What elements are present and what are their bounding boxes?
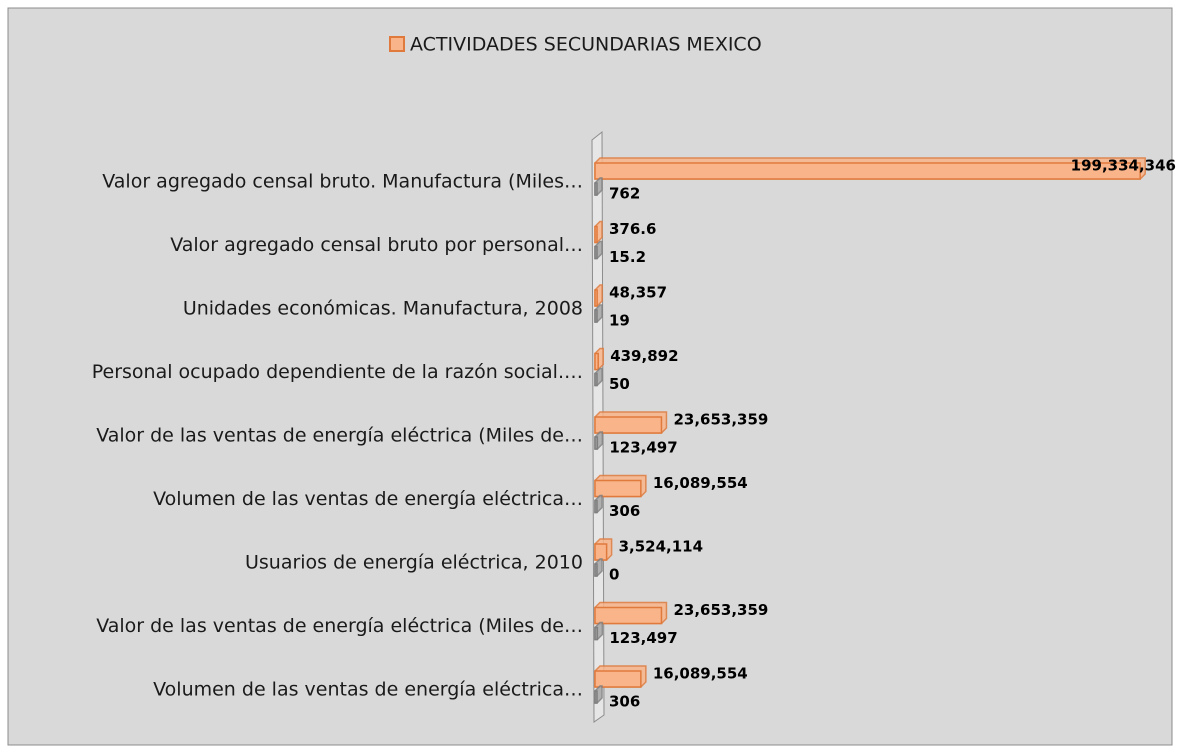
bar: [594, 416, 663, 434]
category-label: Usuarios de energía eléctrica, 2010: [245, 552, 583, 574]
category-label: Valor agregado censal bruto. Manufactura…: [102, 171, 583, 193]
data-label: 23,653,359: [673, 601, 768, 619]
data-label: 16,089,554: [653, 474, 748, 492]
bar: [594, 563, 598, 577]
data-label: 306: [609, 693, 640, 711]
bar: [594, 690, 598, 704]
bar: [594, 436, 599, 450]
bar: [594, 309, 598, 323]
bar: [594, 225, 598, 244]
data-label: 439,892: [610, 347, 678, 365]
data-label: 306: [609, 502, 640, 520]
data-label: 23,653,359: [673, 411, 768, 429]
data-label: 376.6: [609, 220, 656, 238]
category-label: Valor de las ventas de energía eléctrica…: [96, 425, 583, 447]
bar: [594, 182, 598, 196]
bar: [594, 606, 663, 625]
category-label: Unidades económicas. Manufactura, 2008: [183, 298, 583, 320]
data-label: 123,497: [609, 439, 677, 457]
category-label: Personal ocupado dependiente de la razón…: [92, 361, 583, 383]
data-label: 16,089,554: [653, 665, 748, 683]
bar: [594, 372, 598, 387]
data-label: 48,357: [609, 284, 667, 302]
bar: [594, 352, 599, 371]
bar: [594, 499, 598, 514]
legend-label: ACTIVIDADES SECUNDARIAS MEXICO: [410, 34, 762, 56]
bar: [594, 670, 642, 688]
legend-swatch: [389, 36, 405, 52]
bar: [594, 479, 642, 498]
bar: [594, 543, 608, 561]
data-label: 15.2: [609, 248, 646, 266]
data-label: 19: [609, 312, 630, 330]
category-label: Valor agregado censal bruto por personal…: [170, 234, 583, 256]
data-label: 0: [609, 566, 619, 584]
data-label: 123,497: [609, 629, 677, 647]
data-label: 199,334,346: [1071, 157, 1176, 175]
bar: [594, 245, 598, 260]
data-label: 3,524,114: [619, 538, 703, 556]
data-label: 50: [609, 375, 630, 393]
bar: [594, 289, 598, 307]
category-label: Valor de las ventas de energía eléctrica…: [96, 615, 583, 637]
category-label: Volumen de las ventas de energía eléctri…: [153, 488, 583, 510]
bar: [594, 626, 599, 641]
data-label: 762: [609, 185, 640, 203]
bar: [594, 162, 1141, 180]
chart-area: [7, 7, 1173, 746]
category-label: Volumen de las ventas de energía eléctri…: [153, 679, 583, 701]
